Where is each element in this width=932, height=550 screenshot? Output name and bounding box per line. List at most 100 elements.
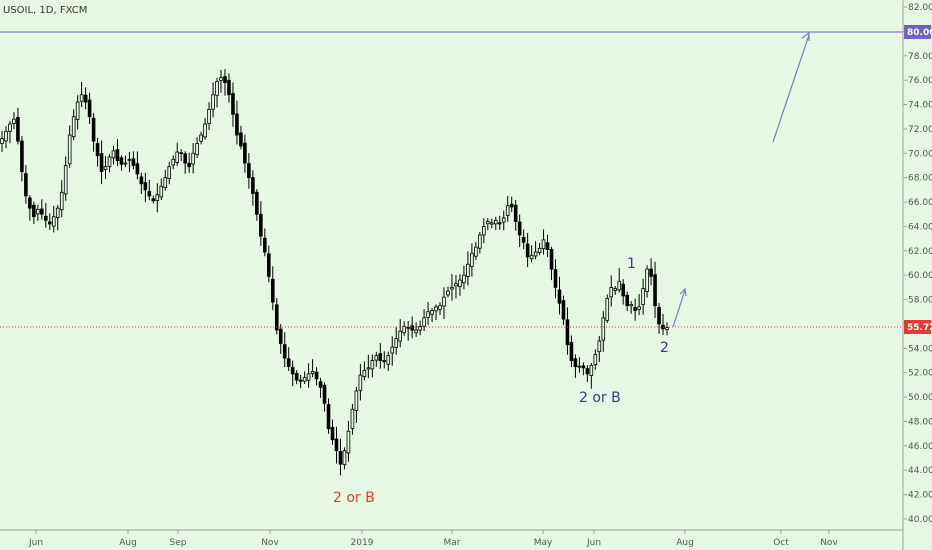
- price-tick-label: 72.00: [908, 125, 932, 135]
- candle-body: [374, 355, 379, 361]
- candle-body: [211, 94, 215, 110]
- candle-body: [585, 368, 590, 375]
- candle-body: [633, 306, 637, 311]
- candle-body: [51, 216, 56, 227]
- price-tick-label: 64.00: [908, 222, 932, 232]
- price-tag-current: 55.72: [907, 323, 932, 333]
- time-tick-label: Jun: [586, 538, 601, 548]
- candle-body: [545, 242, 550, 250]
- candle-body: [398, 330, 403, 342]
- candle-body: [79, 94, 84, 102]
- candle-body: [155, 194, 160, 202]
- candle-body: [266, 253, 271, 277]
- candle-body: [629, 304, 633, 307]
- time-tick-label: Oct: [773, 538, 789, 548]
- candle-body: [434, 306, 438, 312]
- candle-body: [394, 338, 399, 348]
- price-tag-80: 80.00: [907, 28, 932, 38]
- price-tick-label: 70.00: [908, 149, 932, 159]
- candle-body: [44, 215, 48, 221]
- candle-body: [470, 252, 474, 267]
- candle-body: [59, 191, 64, 211]
- price-tick-label: 60.00: [908, 271, 932, 281]
- candle-body: [151, 198, 156, 202]
- price-tick-label: 46.00: [908, 442, 932, 452]
- candle-body: [227, 79, 231, 96]
- candle-body: [135, 163, 140, 175]
- candle-body: [143, 182, 148, 191]
- candle-body: [342, 450, 347, 466]
- candle-body: [462, 274, 466, 284]
- candle-body: [326, 404, 331, 430]
- candle-body: [314, 371, 319, 380]
- candle-body: [573, 358, 578, 368]
- candle-body: [330, 426, 335, 441]
- candle-body: [346, 430, 351, 454]
- candle-body: [645, 268, 649, 292]
- candle-body: [657, 306, 661, 325]
- candle-body: [617, 280, 622, 291]
- candle-body: [593, 354, 598, 366]
- candle-body: [163, 177, 168, 188]
- wave-label-1: 1: [627, 256, 636, 272]
- candle-body: [263, 237, 267, 253]
- time-tick-label: Sep: [170, 538, 187, 548]
- time-tick-label: Mar: [444, 538, 461, 548]
- candle-body: [75, 101, 80, 120]
- candle-body: [223, 76, 227, 83]
- candle-body: [239, 132, 243, 147]
- candlestick-series: [0, 69, 669, 476]
- wave-label-2-or-b-june: 2 or B: [579, 390, 621, 406]
- candle-body: [119, 157, 124, 165]
- candle-body: [501, 217, 506, 223]
- candle-body: [203, 123, 207, 138]
- candle-body: [67, 134, 72, 165]
- candle-body: [310, 371, 315, 375]
- candle-body: [422, 317, 426, 327]
- price-tick-label: 54.00: [908, 344, 932, 354]
- price-tick-label: 78.00: [908, 52, 932, 62]
- candle-body: [513, 204, 518, 222]
- candle-body: [127, 158, 132, 161]
- candle-body: [414, 329, 418, 334]
- candle-body: [354, 390, 359, 411]
- price-tick-label: 66.00: [908, 198, 932, 208]
- time-tick-label: 2019: [351, 538, 374, 548]
- candle-body: [430, 310, 434, 315]
- candle-body: [207, 109, 211, 124]
- candle-body: [565, 319, 570, 346]
- candle-body: [605, 297, 610, 321]
- candle-body: [235, 113, 239, 136]
- candle-body: [478, 234, 482, 249]
- candle-body: [649, 268, 653, 277]
- candle-body: [282, 344, 287, 359]
- candle-body: [8, 123, 12, 132]
- candle-body: [549, 248, 554, 270]
- candle-body: [402, 325, 406, 334]
- candle-body: [99, 153, 104, 172]
- candle-body: [195, 143, 199, 156]
- candle-body: [24, 173, 28, 197]
- price-tick-label: 74.00: [908, 101, 932, 111]
- candle-body: [529, 255, 534, 260]
- candle-body: [474, 246, 478, 257]
- candle-body: [139, 176, 144, 185]
- candle-body: [115, 149, 120, 162]
- candle-body: [187, 162, 191, 168]
- candle-body: [517, 221, 522, 236]
- candle-body: [167, 166, 172, 179]
- candle-body: [557, 289, 562, 304]
- candle-body: [509, 203, 514, 208]
- price-tick-label: 48.00: [908, 417, 932, 427]
- candle-body: [458, 279, 462, 288]
- candle-body: [95, 142, 100, 157]
- candle-body: [641, 288, 645, 305]
- price-tag-80-bg: [904, 25, 931, 39]
- candle-body: [270, 278, 275, 303]
- candle-body: [366, 367, 371, 370]
- price-tick-label: 68.00: [908, 174, 932, 184]
- candle-body: [243, 142, 247, 164]
- candle-body: [302, 377, 307, 382]
